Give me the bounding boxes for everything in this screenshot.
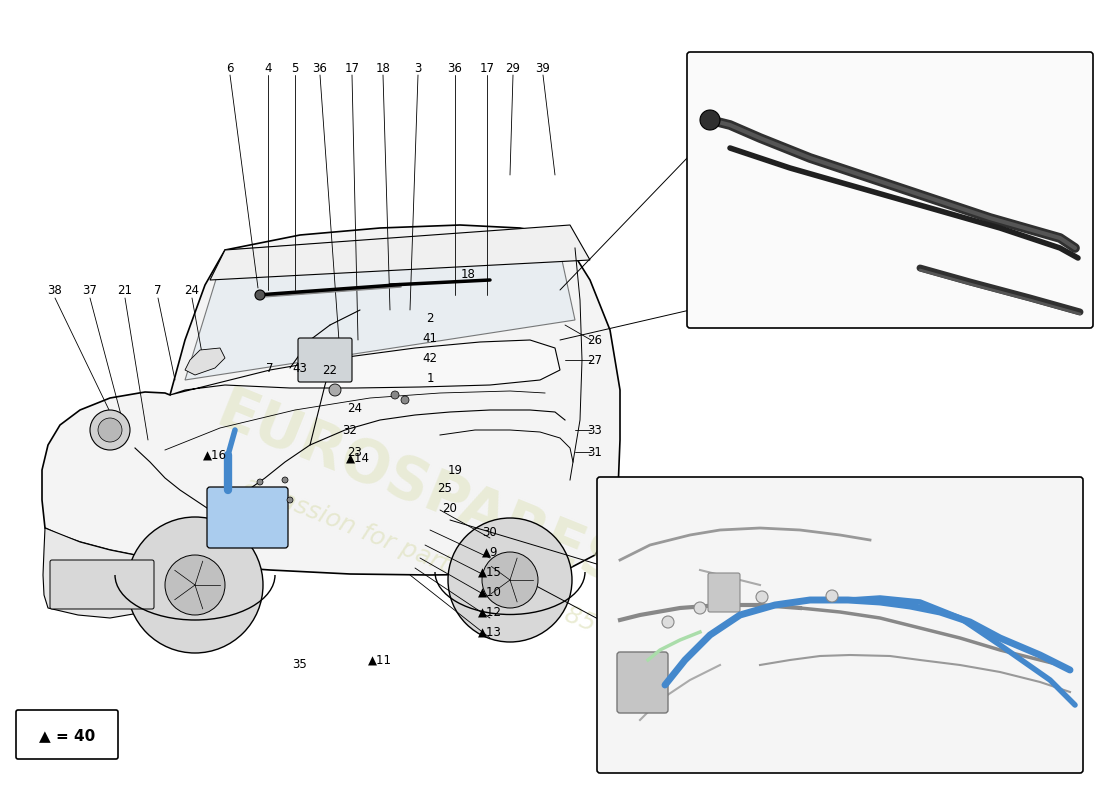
Text: 23: 23 <box>348 446 362 458</box>
Polygon shape <box>210 225 590 280</box>
Text: 33: 33 <box>587 423 603 437</box>
Text: ▲9: ▲9 <box>482 546 498 558</box>
Text: 1: 1 <box>427 371 433 385</box>
Text: 43: 43 <box>293 362 307 374</box>
Text: 20: 20 <box>442 502 458 514</box>
Text: 4: 4 <box>264 62 272 74</box>
Text: ▲12: ▲12 <box>478 606 502 618</box>
Text: 6: 6 <box>227 62 233 74</box>
Polygon shape <box>42 225 620 575</box>
Text: ▲ = 40: ▲ = 40 <box>39 729 95 743</box>
Circle shape <box>448 518 572 642</box>
Text: 26: 26 <box>587 334 603 346</box>
Circle shape <box>287 497 293 503</box>
Text: 24: 24 <box>348 402 363 414</box>
Text: a passion for parts since 1985: a passion for parts since 1985 <box>241 473 600 637</box>
FancyBboxPatch shape <box>16 710 118 759</box>
Text: 18: 18 <box>461 269 475 282</box>
Text: ▲16: ▲16 <box>204 449 227 462</box>
Circle shape <box>126 517 263 653</box>
Text: 37: 37 <box>82 283 98 297</box>
Text: ▲11: ▲11 <box>368 654 392 666</box>
Circle shape <box>282 477 288 483</box>
Circle shape <box>402 396 409 404</box>
FancyBboxPatch shape <box>50 560 154 609</box>
Text: 42: 42 <box>422 351 438 365</box>
Text: 22: 22 <box>322 363 338 377</box>
Text: 28: 28 <box>898 74 912 86</box>
FancyBboxPatch shape <box>298 338 352 382</box>
Text: 18: 18 <box>375 62 390 74</box>
Text: 41: 41 <box>422 331 438 345</box>
Circle shape <box>329 384 341 396</box>
Text: 3: 3 <box>415 62 421 74</box>
Text: 35: 35 <box>293 658 307 671</box>
Circle shape <box>90 410 130 450</box>
Circle shape <box>98 418 122 442</box>
FancyBboxPatch shape <box>688 52 1093 328</box>
Text: 29: 29 <box>506 62 520 74</box>
Circle shape <box>826 590 838 602</box>
Text: 32: 32 <box>342 423 358 437</box>
Text: ▲10: ▲10 <box>478 586 502 598</box>
Circle shape <box>255 290 265 300</box>
FancyBboxPatch shape <box>597 477 1084 773</box>
Text: 8: 8 <box>1066 74 1074 86</box>
Text: 7: 7 <box>266 362 274 374</box>
Circle shape <box>257 479 263 485</box>
Text: 36: 36 <box>448 62 462 74</box>
Text: ▲15: ▲15 <box>478 566 502 578</box>
Text: 36: 36 <box>312 62 328 74</box>
Circle shape <box>700 110 720 130</box>
Circle shape <box>662 616 674 628</box>
Text: 38: 38 <box>47 283 63 297</box>
Text: EUROSPARES: EUROSPARES <box>208 382 631 598</box>
FancyBboxPatch shape <box>617 652 668 713</box>
Text: 21: 21 <box>118 283 132 297</box>
Text: 31: 31 <box>587 446 603 458</box>
Circle shape <box>390 391 399 399</box>
Text: 17: 17 <box>344 62 360 74</box>
Text: 39: 39 <box>536 62 550 74</box>
Polygon shape <box>185 348 226 375</box>
Text: 5: 5 <box>292 62 299 74</box>
Text: ▲13: ▲13 <box>478 626 502 638</box>
Circle shape <box>694 602 706 614</box>
Text: 7: 7 <box>154 283 162 297</box>
Text: 34: 34 <box>782 74 797 86</box>
Polygon shape <box>185 228 575 380</box>
Text: 19: 19 <box>448 463 462 477</box>
FancyBboxPatch shape <box>207 487 288 548</box>
Text: 30: 30 <box>650 749 666 762</box>
Circle shape <box>482 552 538 608</box>
FancyBboxPatch shape <box>708 573 740 612</box>
Text: 2: 2 <box>427 311 433 325</box>
Text: 17: 17 <box>480 62 495 74</box>
Text: 30: 30 <box>483 526 497 538</box>
Polygon shape <box>170 340 560 395</box>
Text: 24: 24 <box>185 283 199 297</box>
Text: 25: 25 <box>438 482 452 494</box>
Text: 27: 27 <box>587 354 603 366</box>
Circle shape <box>165 555 226 615</box>
Polygon shape <box>43 528 170 618</box>
Text: ▲14: ▲14 <box>346 451 370 465</box>
Circle shape <box>756 591 768 603</box>
Text: 31: 31 <box>713 749 727 762</box>
